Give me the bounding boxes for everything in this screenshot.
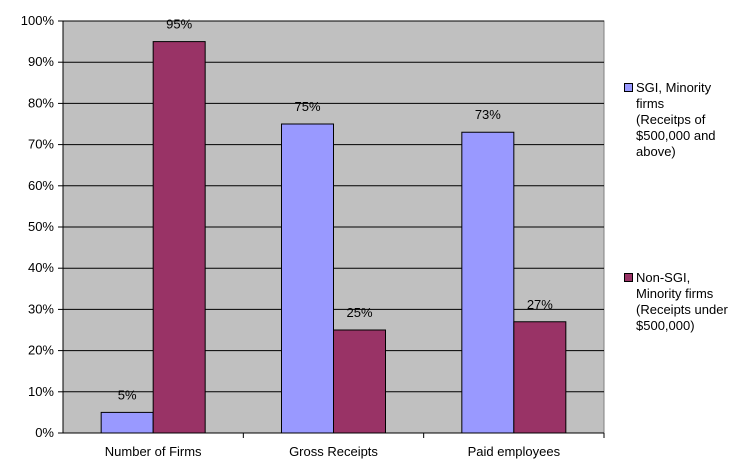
legend-swatch-sgi [624, 83, 633, 92]
x-tick-label: Number of Firms [105, 444, 202, 459]
y-tick-label: 100% [21, 13, 55, 28]
bar-non-sgi [152, 41, 206, 434]
legend-swatch-non-sgi [624, 273, 633, 282]
y-tick-label: 20% [28, 343, 54, 358]
bar-non-sgi [333, 329, 386, 434]
y-tick-label: 90% [28, 54, 54, 69]
data-label: 95% [166, 17, 192, 32]
data-label: 27% [527, 297, 553, 312]
y-tick-label: 60% [28, 178, 54, 193]
data-label: 75% [294, 99, 320, 114]
bar-sgi [281, 123, 334, 434]
bar-sgi [461, 131, 515, 434]
y-tick-label: 50% [28, 219, 54, 234]
y-tick-label: 40% [28, 260, 54, 275]
y-tick-label: 0% [35, 425, 54, 440]
x-tick-label: Paid employees [468, 444, 561, 459]
data-label: 5% [118, 387, 137, 402]
legend-item-sgi: SGI, Minority firms (Receitps of $500,00… [624, 80, 736, 160]
legend-label-sgi: SGI, Minority firms (Receitps of $500,00… [636, 80, 716, 159]
legend-item-non-sgi: Non-SGI, Minority firms (Receipts under … [624, 270, 736, 334]
bar-non-sgi [513, 321, 567, 434]
legend-label-non-sgi: Non-SGI, Minority firms (Receipts under … [636, 270, 728, 333]
y-tick-label: 80% [28, 95, 54, 110]
y-tick-label: 70% [28, 137, 54, 152]
y-tick-label: 10% [28, 384, 54, 399]
x-tick-label: Gross Receipts [289, 444, 378, 459]
data-label: 73% [475, 107, 501, 122]
bar-sgi [100, 411, 154, 434]
data-label: 25% [346, 305, 372, 320]
y-tick-label: 30% [28, 301, 54, 316]
